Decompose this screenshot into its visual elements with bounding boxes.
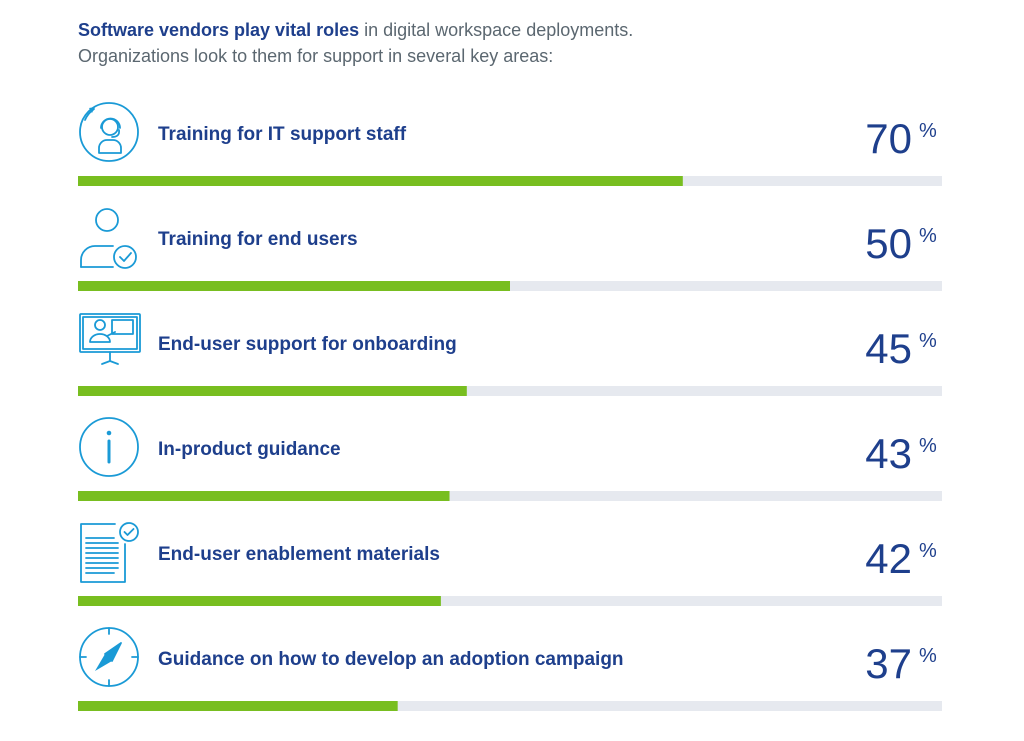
category-label: End-user support for onboarding [158,334,457,355]
bar [78,491,450,501]
intro-bold: Software vendors play vital roles [78,20,360,40]
value-label: 70 [865,115,912,162]
category-label: End-user enablement materials [158,544,440,565]
value-label: 42 [865,535,912,582]
bar [78,596,441,606]
value-label: 37 [865,640,912,687]
bar [78,386,467,396]
value-unit: % [919,330,937,352]
intro-line2: Organizations look to them for support i… [78,46,554,66]
value-label: 43 [865,430,912,477]
intro-text: Software vendors play vital roles in dig… [78,17,978,69]
bar [78,281,510,291]
category-label: Guidance on how to develop an adoption c… [158,649,624,670]
value-label: 50 [865,220,912,267]
bar-track [78,596,942,606]
headset-agent-icon [79,102,139,162]
info-icon [79,417,139,477]
value-unit: % [919,540,937,562]
bar [78,176,683,186]
category-label: In-product guidance [158,439,341,460]
value-unit: % [919,120,937,142]
bar-track [78,701,942,711]
value-unit: % [919,225,937,247]
category-label: Training for IT support staff [158,124,407,145]
value-unit: % [919,645,937,667]
user-check-icon [80,208,137,269]
bar-track [78,491,942,501]
bar [78,701,398,711]
document-check-icon [80,522,139,583]
monitor-presentation-icon [79,313,141,365]
compass-icon [79,627,139,687]
value-unit: % [919,435,937,457]
bar-track [78,386,942,396]
intro-rest: in digital workspace deployments. [359,20,634,40]
category-label: Training for end users [158,229,358,250]
value-label: 45 [865,325,912,372]
